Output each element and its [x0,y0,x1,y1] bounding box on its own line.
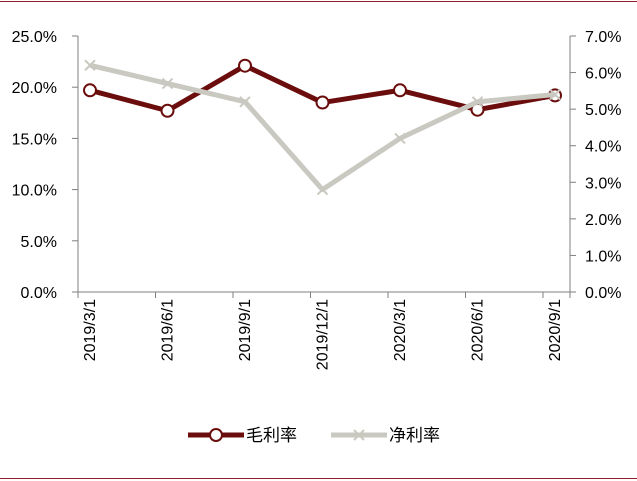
top-rule [0,1,637,2]
data-point [238,58,252,73]
data-point [393,83,407,98]
data-point [161,77,174,90]
left-tick-label: 0.0% [21,285,57,302]
data-point [239,96,251,108]
axes [72,35,576,298]
legend-marker [353,429,365,441]
legend: 毛利率 净利率 [188,426,440,446]
right-tick-label: 3.0% [585,175,621,192]
data-point [471,96,484,108]
right-tick-label: 6.0% [585,66,621,83]
right-tick-label: 4.0% [585,139,621,156]
legend-marker [209,428,223,442]
data-point [316,183,329,196]
data-point [549,88,561,101]
x-tick-label: 2019/12/1 [315,299,332,370]
left-axis-tick-labels: 0.0% 5.0% 10.0% 15.0% 20.0% 25.0% [12,29,57,302]
bottom-rule [0,478,637,479]
series-net-margin [84,59,561,196]
data-point [315,95,330,110]
x-tick-label: 2019/9/1 [237,299,254,361]
x-tick-label: 2020/9/1 [547,299,564,361]
right-axis-tick-labels: 0.0% 1.0% 2.0% 3.0% 4.0% 5.0% 6.0% 7.0% [585,29,621,302]
right-tick-label: 2.0% [585,212,621,229]
legend-item: 净利率 [331,426,440,446]
x-tick-label: 2019/6/1 [160,299,177,361]
right-tick-label: 0.0% [585,285,621,302]
series-gross-margin [83,58,562,118]
right-tick-label: 7.0% [585,29,621,46]
x-axis-tick-labels: 2019/3/1 2019/6/1 2019/9/1 2019/12/1 2020/3/… [82,299,564,370]
left-tick-label: 15.0% [12,131,57,148]
right-tick-label: 1.0% [585,248,621,265]
left-tick-label: 10.0% [12,183,57,200]
data-point [83,83,97,98]
x-tick-label: 2019/3/1 [82,299,99,361]
left-tick-label: 25.0% [12,29,57,46]
x-tick-label: 2020/6/1 [470,299,487,361]
right-tick-label: 5.0% [585,102,621,119]
data-point [84,59,96,71]
x-tick-label: 2020/3/1 [392,299,409,361]
legend-label: 净利率 [389,426,440,446]
legend-item: 毛利率 [188,426,297,446]
data-point [160,103,175,118]
left-tick-label: 5.0% [21,234,57,251]
series-layer [83,58,562,196]
series-line [89,62,556,193]
data-point [394,132,406,145]
legend-label: 毛利率 [246,426,297,446]
left-tick-label: 20.0% [12,80,57,97]
